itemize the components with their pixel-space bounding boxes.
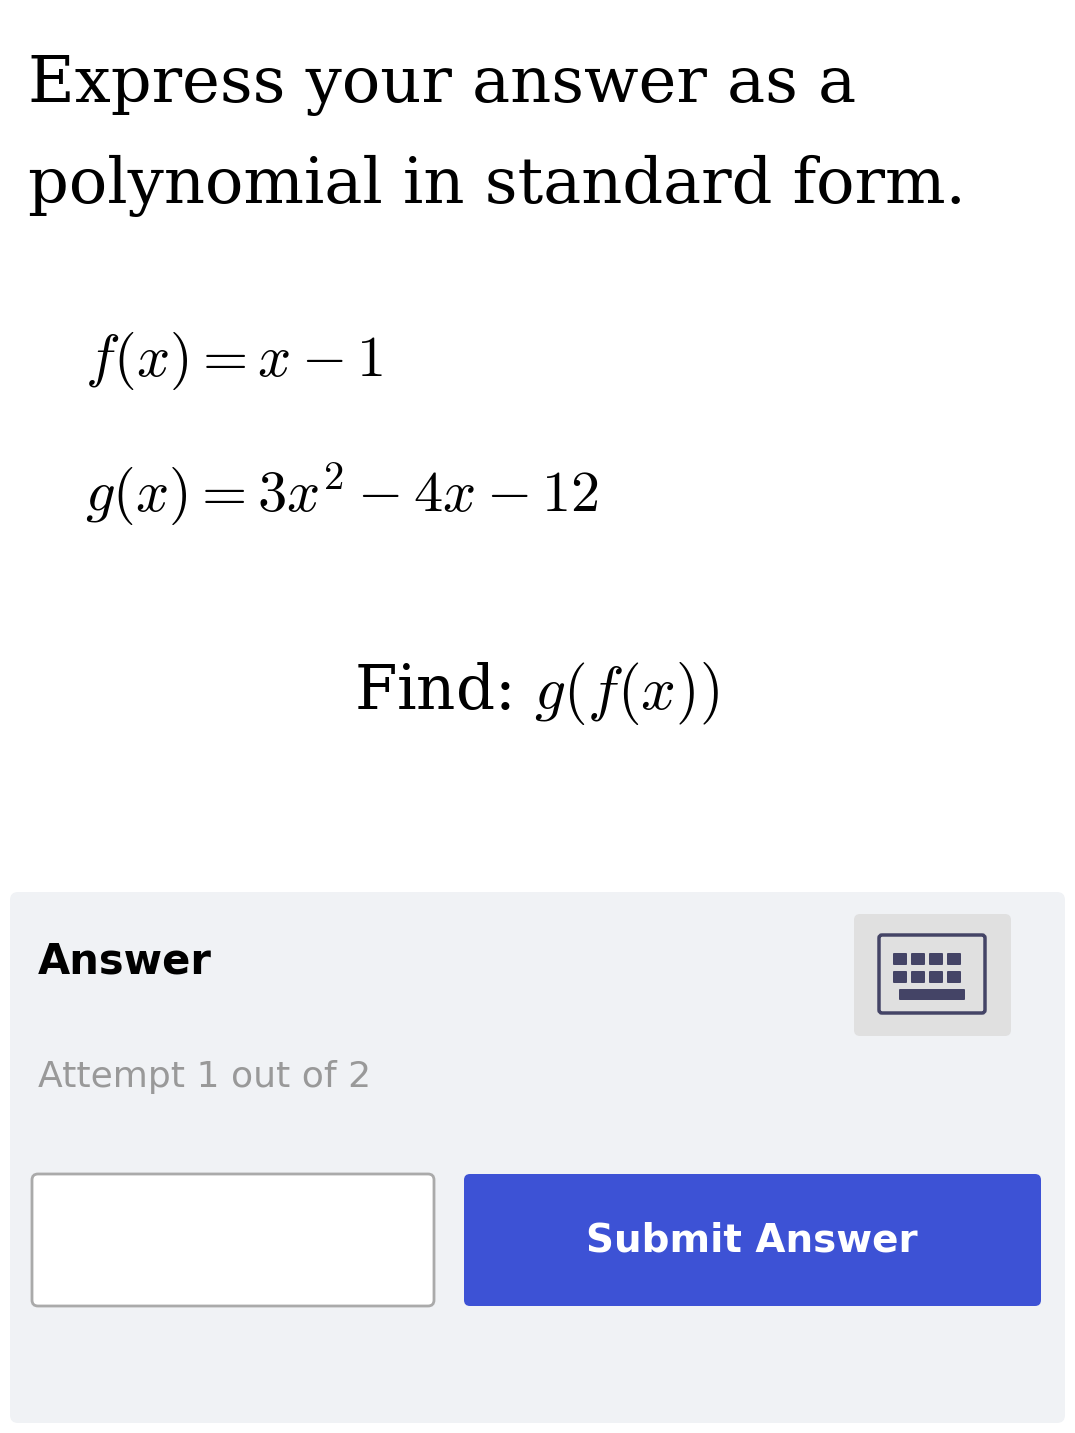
Text: $f(x) = x - 1$: $f(x) = x - 1$ xyxy=(85,330,384,393)
FancyBboxPatch shape xyxy=(32,1174,434,1305)
FancyBboxPatch shape xyxy=(911,953,924,964)
FancyBboxPatch shape xyxy=(947,972,961,983)
Text: Attempt 1 out of 2: Attempt 1 out of 2 xyxy=(38,1060,371,1093)
Text: Submit Answer: Submit Answer xyxy=(586,1221,918,1260)
Text: polynomial in standard form.: polynomial in standard form. xyxy=(28,155,965,216)
FancyBboxPatch shape xyxy=(911,972,924,983)
Text: Express your answer as a: Express your answer as a xyxy=(28,54,856,116)
FancyBboxPatch shape xyxy=(947,953,961,964)
FancyBboxPatch shape xyxy=(10,891,1065,1423)
FancyBboxPatch shape xyxy=(464,1174,1041,1305)
FancyBboxPatch shape xyxy=(854,914,1010,1036)
FancyBboxPatch shape xyxy=(893,972,907,983)
FancyBboxPatch shape xyxy=(893,953,907,964)
FancyBboxPatch shape xyxy=(929,972,943,983)
Text: Answer: Answer xyxy=(38,940,212,982)
FancyBboxPatch shape xyxy=(899,989,965,1000)
Text: Find: $g(f(x))$: Find: $g(f(x))$ xyxy=(355,661,719,727)
FancyBboxPatch shape xyxy=(929,953,943,964)
Text: $g(x) = 3x^2 - 4x - 12$: $g(x) = 3x^2 - 4x - 12$ xyxy=(85,460,599,527)
